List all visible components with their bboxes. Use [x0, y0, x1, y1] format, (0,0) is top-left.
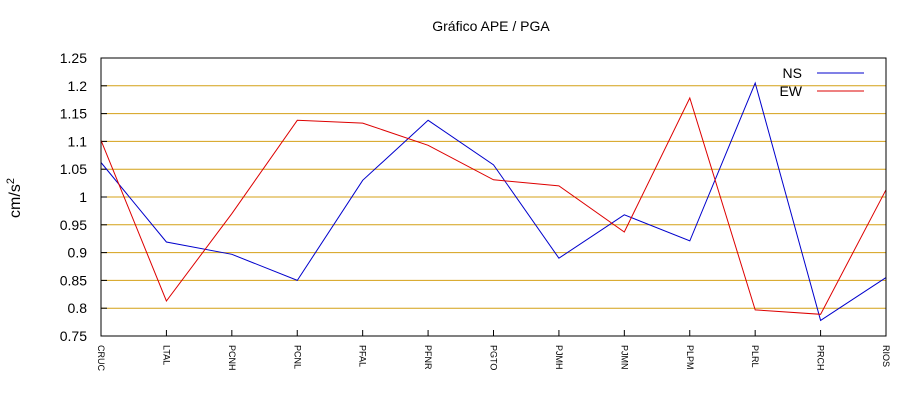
y-tick-label: 1.1 [68, 133, 88, 149]
y-tick-label: 1.25 [60, 50, 87, 66]
y-axis-label: cm/s2 [5, 178, 24, 218]
x-tick-labels: CRUC LTAL PCNH PCNL PFAL PFNR PGTO PJMH PJMN PLPM… [96, 345, 891, 371]
y-axis-label-exponent: 2 [5, 178, 17, 184]
legend-label: NS [783, 65, 802, 81]
y-tick-label: 1 [79, 189, 87, 205]
y-tick-label: 0.9 [68, 245, 88, 261]
legend: NS EW [779, 65, 864, 99]
x-tick-label: RIOS [881, 345, 891, 367]
y-tick-label: 1.2 [68, 78, 88, 94]
y-tick-labels: 0.75 0.8 0.85 0.9 0.95 1 1.05 1.1 1.15 1.2 1.25 [60, 50, 87, 344]
y-tick-label: 0.75 [60, 328, 87, 344]
x-tick-label: CRUC [96, 345, 106, 371]
x-tick-label: PGTO [489, 345, 499, 370]
plot-frame [100, 57, 887, 337]
x-tick-label: PCNL [292, 345, 302, 369]
x-tick-label: PJMN [619, 345, 629, 370]
y-tick-label: 1.15 [60, 106, 87, 122]
x-tick-label: PCNH [227, 345, 237, 371]
grid-lines [100, 57, 887, 337]
x-tick-label: PLRL [750, 345, 760, 368]
series-lines [100, 81, 887, 322]
x-tick-label: PRCH [816, 345, 826, 371]
chart-title: Gráfico APE / PGA [432, 18, 550, 34]
y-tick-label: 0.95 [60, 217, 87, 233]
y-axis-label-unit: cm/s [7, 184, 24, 218]
y-tick-label: 1.05 [60, 161, 87, 177]
y-tick-label: 0.85 [60, 272, 87, 288]
x-tick-label: PJMH [554, 345, 564, 370]
series-line-ns [100, 81, 887, 322]
legend-label: EW [779, 83, 802, 99]
x-tick-label: PFNR [423, 345, 433, 370]
x-tick-label: PLPM [685, 345, 695, 370]
x-tick-label: LTAL [161, 345, 171, 365]
x-tick-label: PFAL [358, 345, 368, 367]
y-tick-label: 0.8 [68, 300, 88, 316]
